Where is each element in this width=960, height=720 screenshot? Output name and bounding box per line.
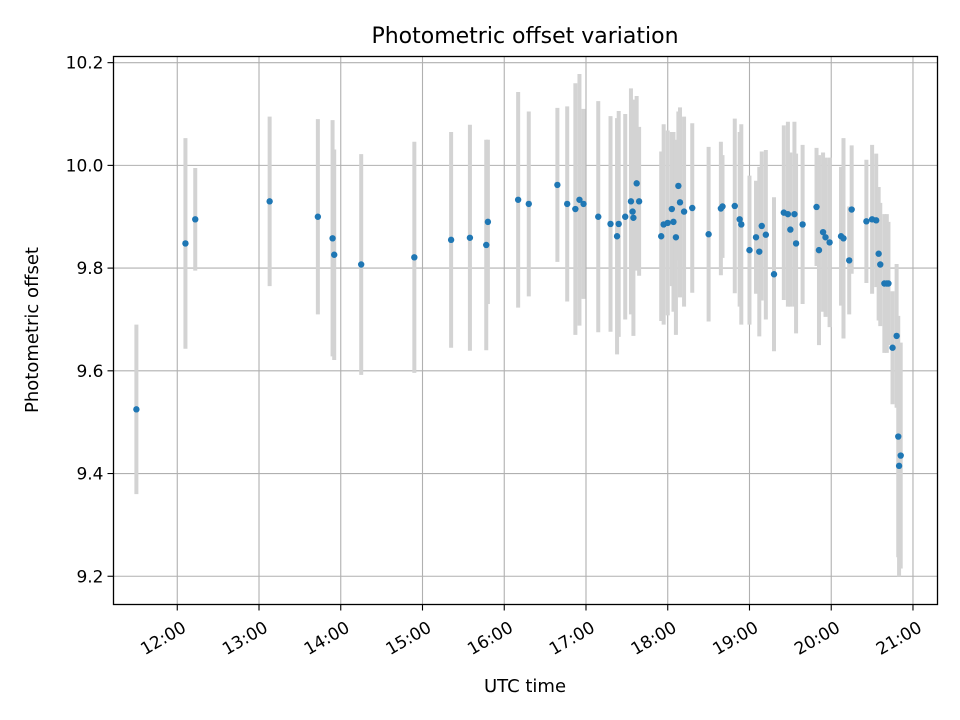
data-point [675,182,682,190]
data-point [670,218,677,226]
y-tick-label: 9.6 [76,362,103,382]
data-point [657,233,665,240]
x-tick-label: 13:00 [219,618,271,660]
data-point [705,231,712,238]
data-point [635,198,643,205]
x-tick-label: 14:00 [301,618,353,660]
data-point [182,240,189,247]
data-point [784,210,792,218]
x-tick-label: 19:00 [710,618,762,660]
data-point [630,214,637,221]
data-point [576,196,583,203]
data-point [840,235,847,242]
data-point [799,221,806,228]
data-point [595,213,602,220]
data-point [676,199,684,206]
data-point [770,271,778,278]
y-axis-label: Photometric offset [22,247,43,413]
x-tick-label: 17:00 [546,618,598,660]
x-tick-label: 18:00 [628,618,680,660]
data-point [314,213,322,220]
data-point [787,226,794,233]
data-point [752,234,760,241]
data-point [607,220,614,228]
data-point [895,462,903,470]
data-point [133,406,140,413]
data-point [580,200,587,208]
x-tick-label: 12:00 [137,618,189,660]
data-point [762,231,770,238]
data-point [863,218,870,225]
y-tick-label: 9.4 [76,465,103,485]
data-point [815,246,823,254]
data-point [875,250,882,257]
data-point [872,217,880,224]
data-point [331,251,338,258]
data-point [266,198,273,205]
data-point [514,196,522,203]
data-point [719,203,726,210]
x-axis-label: UTC time [484,676,566,697]
data-point [668,205,676,213]
data-point [731,202,738,210]
data-point [554,181,561,189]
data-point [680,208,688,215]
chart-title: Photometric offset variation [371,24,678,49]
x-tick-label: 15:00 [383,618,435,660]
data-point [822,234,829,241]
data-point [633,180,640,187]
data-point [192,216,199,223]
data-point [738,221,745,228]
data-points [133,180,904,470]
data-point [826,239,833,246]
data-point [329,235,336,242]
data-point [893,332,900,340]
data-point [848,206,855,213]
data-point [563,200,571,208]
data-point [357,261,365,268]
data-point [897,452,904,459]
x-tick-label: 16:00 [464,618,516,660]
plot-frame [112,55,939,606]
data-point [758,222,765,230]
data-point [411,254,418,261]
data-point [484,218,492,226]
gridlines [113,56,938,605]
data-point [813,203,820,211]
data-point [525,200,532,208]
x-tick-label: 20:00 [791,618,843,660]
data-point [846,257,853,264]
data-point [483,241,490,249]
data-point [756,248,763,255]
y-tick-label: 10.2 [66,54,104,74]
data-point [792,240,800,247]
x-tick-label: 21:00 [873,618,925,660]
data-point [613,233,621,240]
data-point [819,228,827,236]
data-point [672,234,680,241]
data-point [622,213,629,220]
y-tick-label: 9.2 [76,567,103,587]
data-point [889,344,896,351]
data-point [736,216,743,223]
data-point [877,261,884,268]
data-point [689,204,696,212]
data-point [746,246,753,254]
data-point [615,220,622,228]
data-point [466,234,474,241]
error-bars [134,73,903,577]
data-point [664,219,671,227]
data-point [627,198,635,205]
y-axis-ticks: 9.2 9.4 9.6 9.8 10.0 10.2 [66,54,114,587]
data-point [791,210,798,218]
data-point [885,280,892,287]
y-tick-label: 9.8 [76,259,103,279]
data-point [572,205,579,213]
data-point [447,236,455,244]
y-tick-label: 10.0 [66,156,104,176]
x-axis-ticks: 12:00 13:00 14:00 15:00 16:00 17:00 18:00 19:00… [137,604,925,660]
data-point [629,208,636,215]
data-point [895,433,902,440]
